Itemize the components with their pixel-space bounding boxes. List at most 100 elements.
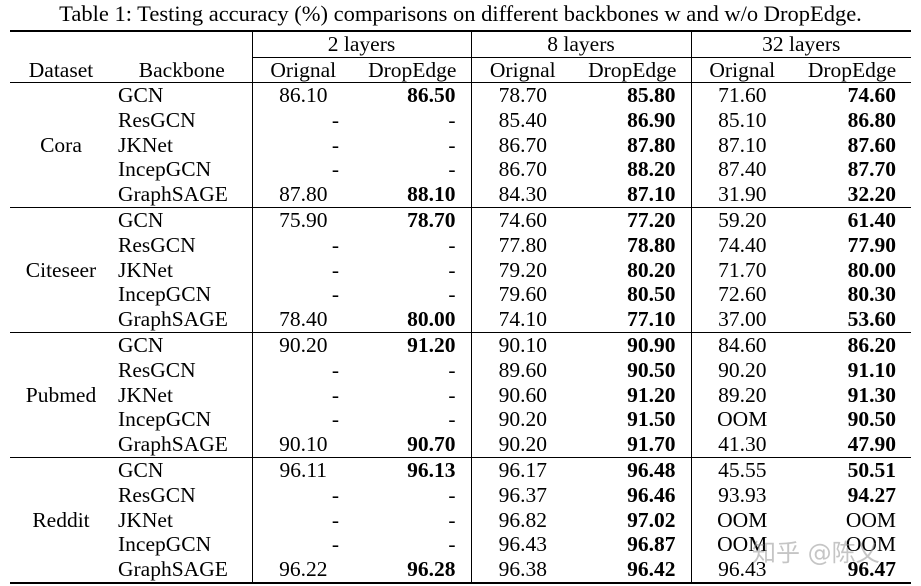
cell-original: 78.40: [251, 307, 354, 333]
cell-dropedge: 86.20: [793, 331, 911, 358]
cell-dropedge: -: [448, 232, 456, 257]
cell-dropedge: -: [448, 507, 456, 532]
cell-dropedge: -: [448, 482, 456, 507]
cell-dropedge: 86.90: [627, 107, 676, 132]
cell-original: 59.20: [690, 206, 793, 233]
cell-original: 45.55: [690, 456, 793, 483]
cell-original: 90.60: [470, 382, 574, 408]
cell-dropedge: 96.42: [574, 557, 691, 584]
header-dropedge: DropEdge: [354, 57, 471, 83]
table-row: IncepGCN - -96.43 96.87 OOM OOM: [10, 532, 911, 558]
cell-dropedge: 86.50: [354, 81, 471, 108]
cell-dropedge: OOM: [845, 532, 896, 557]
cell-original: 85.10: [690, 107, 793, 133]
cell-original: -: [251, 157, 354, 183]
cell-dropedge: -: [448, 532, 456, 557]
cell-original: 79.20: [470, 257, 574, 283]
table-row: ResGCN - -96.37 96.46 93.93 94.27: [10, 482, 911, 508]
table-row: JKNet - -90.60 91.20 89.20 91.30: [10, 382, 911, 408]
backbone-name: GraphSAGE: [112, 182, 252, 208]
cell-original: 96.22: [251, 557, 354, 584]
cell-original: -: [251, 232, 354, 258]
cell-dropedge: 90.50: [627, 357, 676, 382]
header-dropedge: DropEdge: [793, 57, 911, 83]
cell-original: -: [251, 532, 354, 558]
cell-dropedge: 91.50: [627, 407, 676, 432]
table-row: JKNet - -96.82 97.02 OOM OOM: [10, 507, 911, 533]
cell-dropedge: 91.20: [354, 331, 471, 358]
cell-dropedge: 87.60: [847, 132, 896, 157]
cell-dropedge: 88.20: [627, 157, 676, 182]
cell-dropedge: 96.13: [354, 456, 471, 483]
cell-original: 74.40: [690, 232, 793, 258]
cell-dropedge: 61.40: [793, 206, 911, 233]
table-row: IncepGCN - -86.70 88.20 87.40 87.70: [10, 157, 911, 183]
cell-dropedge: 47.90: [793, 432, 911, 458]
table-row: Citeseer GCN 75.90 78.70 74.60 77.20 59.20 61.4…: [10, 206, 911, 333]
backbone-name: JKNet: [118, 132, 173, 157]
results-table: 2 layers 8 layers 32 layers Dataset Back…: [10, 30, 911, 584]
backbone-name: GraphSAGE: [112, 307, 252, 333]
backbone-name: JKNet: [118, 382, 173, 407]
cell-dropedge: 78.70: [354, 206, 471, 233]
cell-original: 74.10: [470, 307, 574, 333]
table-row: IncepGCN - -90.20 91.50 OOM 90.50: [10, 407, 911, 433]
cell-original: 75.90: [251, 206, 354, 233]
cell-original: 86.70: [470, 132, 574, 158]
backbone-name: JKNet: [118, 257, 173, 282]
cell-original: 96.43: [470, 532, 574, 558]
cell-original: 84.60: [690, 331, 793, 358]
cell-dropedge: -: [448, 382, 456, 407]
cell-original: 96.43: [690, 557, 793, 584]
header-spacer-backbone: [112, 30, 252, 58]
cell-original: 96.37: [470, 482, 574, 508]
header-group-2-layers: 2 layers: [251, 30, 471, 58]
cell-original: -: [251, 382, 354, 408]
cell-dropedge: 32.20: [793, 182, 911, 208]
cell-dropedge: 87.70: [847, 157, 896, 182]
cell-original: -: [251, 132, 354, 158]
cell-dropedge: 91.70: [574, 432, 691, 458]
header-group-8-layers: 8 layers: [470, 30, 691, 58]
header-dataset: Dataset: [28, 57, 94, 82]
cell-dropedge: 53.60: [793, 307, 911, 333]
backbone-name: GCN: [112, 81, 252, 108]
cell-original: 86.10: [251, 81, 354, 108]
cell-original: 85.40: [470, 107, 574, 133]
cell-original: 90.20: [690, 357, 793, 383]
header-dropedge: DropEdge: [574, 57, 691, 83]
cell-dropedge: 96.87: [627, 532, 676, 557]
table-row: GraphSAGE 87.80 88.10 84.30 87.10 31.90 32.20: [10, 182, 911, 208]
table-row: JKNet - -79.20 80.20 71.70 80.00: [10, 257, 911, 283]
cell-original: 96.17: [470, 456, 574, 483]
cell-original: 96.38: [470, 557, 574, 584]
cell-original: -: [251, 257, 354, 283]
cell-dropedge: 94.27: [847, 482, 896, 507]
cell-original: -: [251, 282, 354, 308]
cell-dropedge: 90.50: [847, 407, 896, 432]
cell-original: 87.80: [251, 182, 354, 208]
cell-dropedge: 86.80: [847, 107, 896, 132]
backbone-name: JKNet: [118, 507, 173, 532]
cell-dropedge: -: [448, 257, 456, 282]
backbone-name: GraphSAGE: [112, 432, 252, 458]
backbone-name: IncepGCN: [118, 532, 212, 557]
cell-dropedge: 77.90: [847, 232, 896, 257]
backbone-name: IncepGCN: [118, 157, 212, 182]
header-group-32-layers: 32 layers: [690, 30, 911, 58]
cell-dropedge: -: [448, 282, 456, 307]
cell-original: 93.93: [690, 482, 793, 508]
table-row: Reddit GCN 96.11 96.13 96.17 96.48 45.55 50.51: [10, 456, 911, 584]
cell-original: 90.20: [470, 407, 574, 433]
backbone-name: ResGCN: [118, 357, 196, 382]
cell-dropedge: 96.46: [627, 482, 676, 507]
backbone-name: GCN: [112, 331, 252, 358]
cell-dropedge: 77.10: [574, 307, 691, 333]
cell-original: 71.70: [690, 257, 793, 283]
cell-original: 90.10: [470, 331, 574, 358]
cell-dropedge: 80.00: [354, 307, 471, 333]
table-row: JKNet - -86.70 87.80 87.10 87.60: [10, 132, 911, 158]
cell-dropedge: 96.47: [793, 557, 911, 584]
backbone-name: ResGCN: [118, 482, 196, 507]
cell-dropedge: 80.20: [627, 257, 676, 282]
